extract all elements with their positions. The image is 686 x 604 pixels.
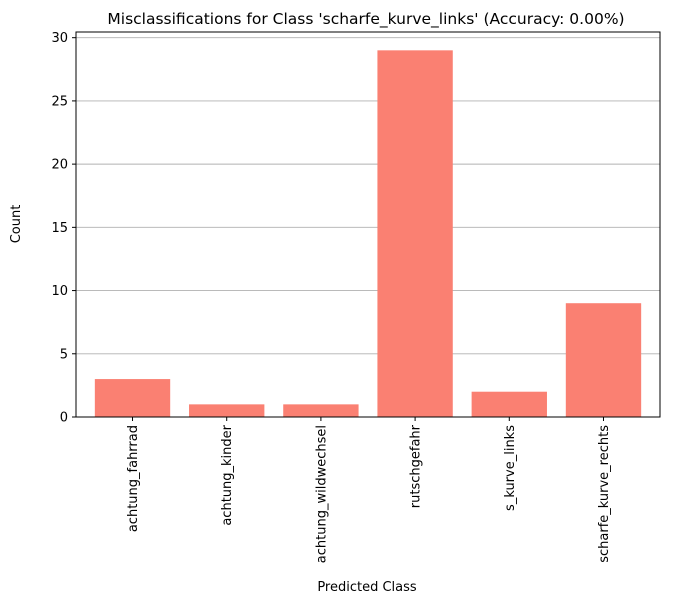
- x-tick-label: rutschgefahr: [409, 424, 424, 508]
- x-tick-label: scharfe_kurve_rechts: [597, 425, 612, 563]
- y-tick-label: 0: [60, 411, 68, 426]
- x-tick-label: s_kurve_links: [503, 425, 518, 511]
- chart-title: Misclassifications for Class 'scharfe_ku…: [107, 10, 624, 29]
- y-tick-label: 10: [51, 284, 68, 299]
- x-axis-title: Predicted Class: [317, 580, 417, 595]
- y-tick-label: 20: [51, 158, 68, 173]
- bar-achtung_fahrrad: [94, 379, 171, 417]
- x-tick-label: achtung_kinder: [220, 424, 235, 525]
- x-tick-label: achtung_wildwechsel: [314, 425, 329, 563]
- bar-rutschgefahr: [377, 50, 453, 417]
- bar-s_kurve_links: [471, 391, 547, 417]
- y-tick-label: 5: [60, 347, 68, 362]
- y-tick-label: 30: [51, 31, 68, 46]
- bar-scharfe_kurve_rechts: [565, 303, 642, 417]
- y-tick-label: 25: [51, 94, 68, 109]
- y-axis-title: Count: [9, 205, 24, 244]
- bars: [94, 50, 642, 417]
- y-tick-label: 15: [51, 221, 68, 236]
- y-gridlines: [76, 37, 660, 418]
- x-tick-label: achtung_fahrrad: [126, 425, 141, 532]
- axis-ticks: 0 5 10 15 20 25 30 achtung_fahrrad achtung_kinde…: [51, 31, 612, 563]
- plot-frame: [75, 31, 661, 418]
- bar-achtung_kinder: [189, 404, 265, 417]
- bar-achtung_wildwechsel: [283, 404, 359, 417]
